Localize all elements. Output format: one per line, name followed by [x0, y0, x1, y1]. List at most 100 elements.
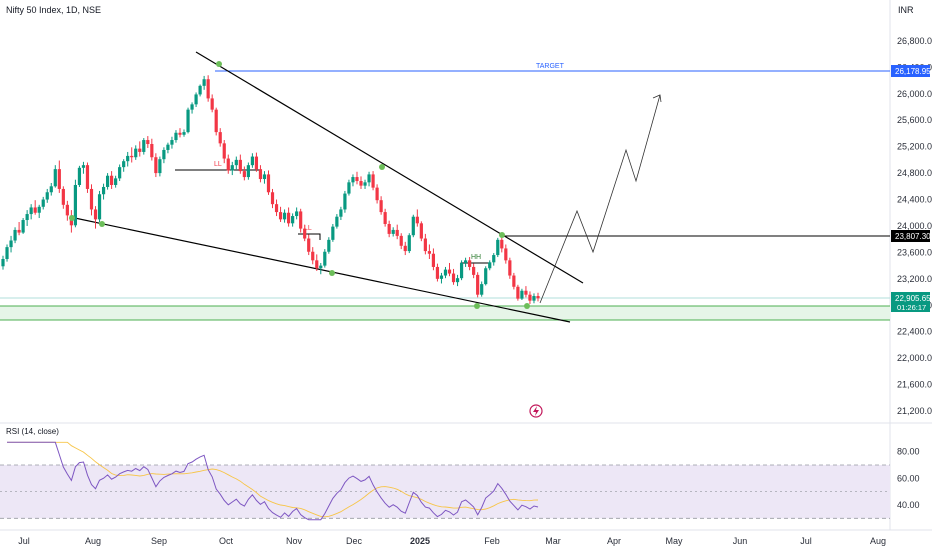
candle-body — [299, 211, 303, 229]
support-zone[interactable] — [0, 306, 890, 320]
candle-body — [492, 255, 496, 263]
lower-low-label-2: LL — [304, 225, 312, 232]
candle-body — [439, 275, 444, 279]
candle-body — [122, 161, 126, 168]
currency-label: INR — [898, 5, 914, 15]
time-tick-label: Dec — [346, 536, 363, 546]
time-tick-label: 2025 — [410, 536, 430, 546]
candle-body — [371, 174, 375, 188]
candle-body — [134, 148, 138, 158]
candle-body — [146, 140, 150, 145]
time-tick-label: Feb — [484, 536, 500, 546]
pivot-point — [216, 61, 222, 67]
candle-body — [315, 260, 319, 269]
candle-body — [327, 239, 331, 252]
candle-body — [138, 148, 142, 152]
candle-body — [451, 273, 456, 283]
candle-body — [399, 235, 403, 246]
candle-body — [262, 174, 267, 180]
candle-body — [282, 212, 287, 220]
candle-body — [383, 212, 387, 224]
upper-trendline[interactable] — [195, 51, 584, 284]
price-tick-label: 25,600.00 — [897, 115, 932, 125]
candle-body — [427, 251, 431, 254]
candle-body — [126, 155, 130, 162]
price-tick-label: 21,200.00 — [897, 406, 932, 416]
candle-body — [379, 200, 383, 213]
candle-body — [222, 143, 226, 159]
candle-body — [73, 184, 78, 226]
candle-body — [178, 132, 182, 135]
candle-body — [367, 174, 371, 183]
candle-body — [512, 275, 516, 287]
rsi-line[interactable] — [7, 441, 539, 521]
candle-body — [21, 220, 25, 233]
candle-body — [230, 165, 234, 171]
rsi-tick-label: 60.00 — [897, 473, 920, 483]
price-tick-label: 23,600.00 — [897, 247, 932, 257]
candle-body — [166, 144, 170, 150]
candle-body — [53, 169, 57, 187]
candle-body — [17, 229, 21, 233]
candle-body — [242, 171, 246, 178]
candle-body — [278, 212, 283, 220]
time-axis[interactable]: Jul Aug Sep Oct Nov Dec 2025 Feb Mar Apr May Jun Jul… — [18, 536, 886, 546]
candle-body — [335, 216, 339, 227]
candle-body — [274, 204, 279, 213]
candle-body — [347, 182, 351, 194]
rsi-tick-label: 40.00 — [897, 500, 920, 510]
rsi-axis: 40.00 60.00 80.00 — [897, 447, 920, 510]
time-tick-label: May — [665, 536, 683, 546]
projection-path[interactable] — [539, 94, 661, 304]
candle-body — [105, 175, 110, 187]
price-tick-label: 23,200.00 — [897, 274, 932, 284]
last-price-text: 22,905.65 — [895, 294, 931, 303]
candle-body — [93, 209, 98, 220]
time-tick-label: Apr — [607, 536, 621, 546]
candle-body — [403, 245, 407, 252]
price-tick-label: 26,000.00 — [897, 89, 932, 99]
candlestick-series[interactable] — [1, 75, 540, 304]
candle-body — [415, 216, 419, 224]
candle-body — [423, 238, 427, 252]
candle-body — [13, 229, 17, 241]
time-tick-label: Jun — [733, 536, 748, 546]
candle-body — [520, 290, 524, 299]
target-label: TARGET — [536, 63, 565, 70]
time-tick-label: Aug — [870, 536, 886, 546]
candle-body — [114, 178, 118, 185]
candle-body — [266, 174, 271, 193]
candle-body — [375, 187, 379, 201]
lower-low-label-1: LL — [214, 161, 222, 168]
candle-body — [395, 229, 399, 236]
candle-body — [355, 177, 359, 182]
candle-body — [258, 169, 263, 180]
candle-body — [476, 274, 480, 295]
candle-body — [504, 248, 508, 261]
pivot-point — [524, 303, 530, 309]
resistance-price-tag: 23,807.30 — [891, 230, 931, 242]
pivot-point — [379, 164, 385, 170]
candle-body — [194, 94, 198, 105]
pivot-point — [69, 215, 75, 221]
candle-body — [536, 296, 540, 299]
candle-body — [170, 140, 174, 145]
candle-body — [234, 159, 238, 166]
lightning-icon[interactable] — [529, 404, 543, 418]
price-axis[interactable]: 21,200.0021,600.0022,000.0022,400.0022,8… — [897, 36, 932, 416]
candle-body — [190, 104, 194, 110]
chart-title: Nifty 50 Index, 1D, NSE — [6, 5, 101, 15]
candle-body — [472, 266, 476, 275]
lower-trendline[interactable] — [69, 216, 571, 323]
candle-body — [85, 165, 90, 189]
candle-body — [524, 290, 528, 295]
higher-high-label: HH — [471, 254, 481, 261]
candle-body — [435, 266, 440, 279]
resistance-price-text: 23,807.30 — [895, 232, 931, 241]
candle-body — [158, 159, 162, 174]
candle-body — [455, 278, 460, 283]
candle-body — [331, 226, 335, 240]
candle-body — [387, 223, 391, 234]
candle-body — [130, 155, 134, 158]
